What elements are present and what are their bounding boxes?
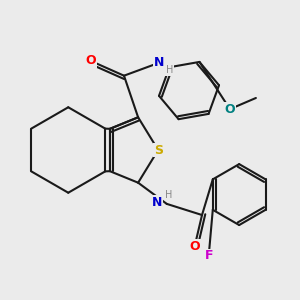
Text: O: O <box>85 54 96 67</box>
Text: N: N <box>154 56 164 69</box>
Text: F: F <box>205 249 213 262</box>
Text: O: O <box>189 240 200 253</box>
Text: H: H <box>165 190 172 200</box>
Text: S: S <box>154 143 163 157</box>
Text: H: H <box>166 65 173 75</box>
Text: O: O <box>225 103 235 116</box>
Text: N: N <box>152 196 163 208</box>
